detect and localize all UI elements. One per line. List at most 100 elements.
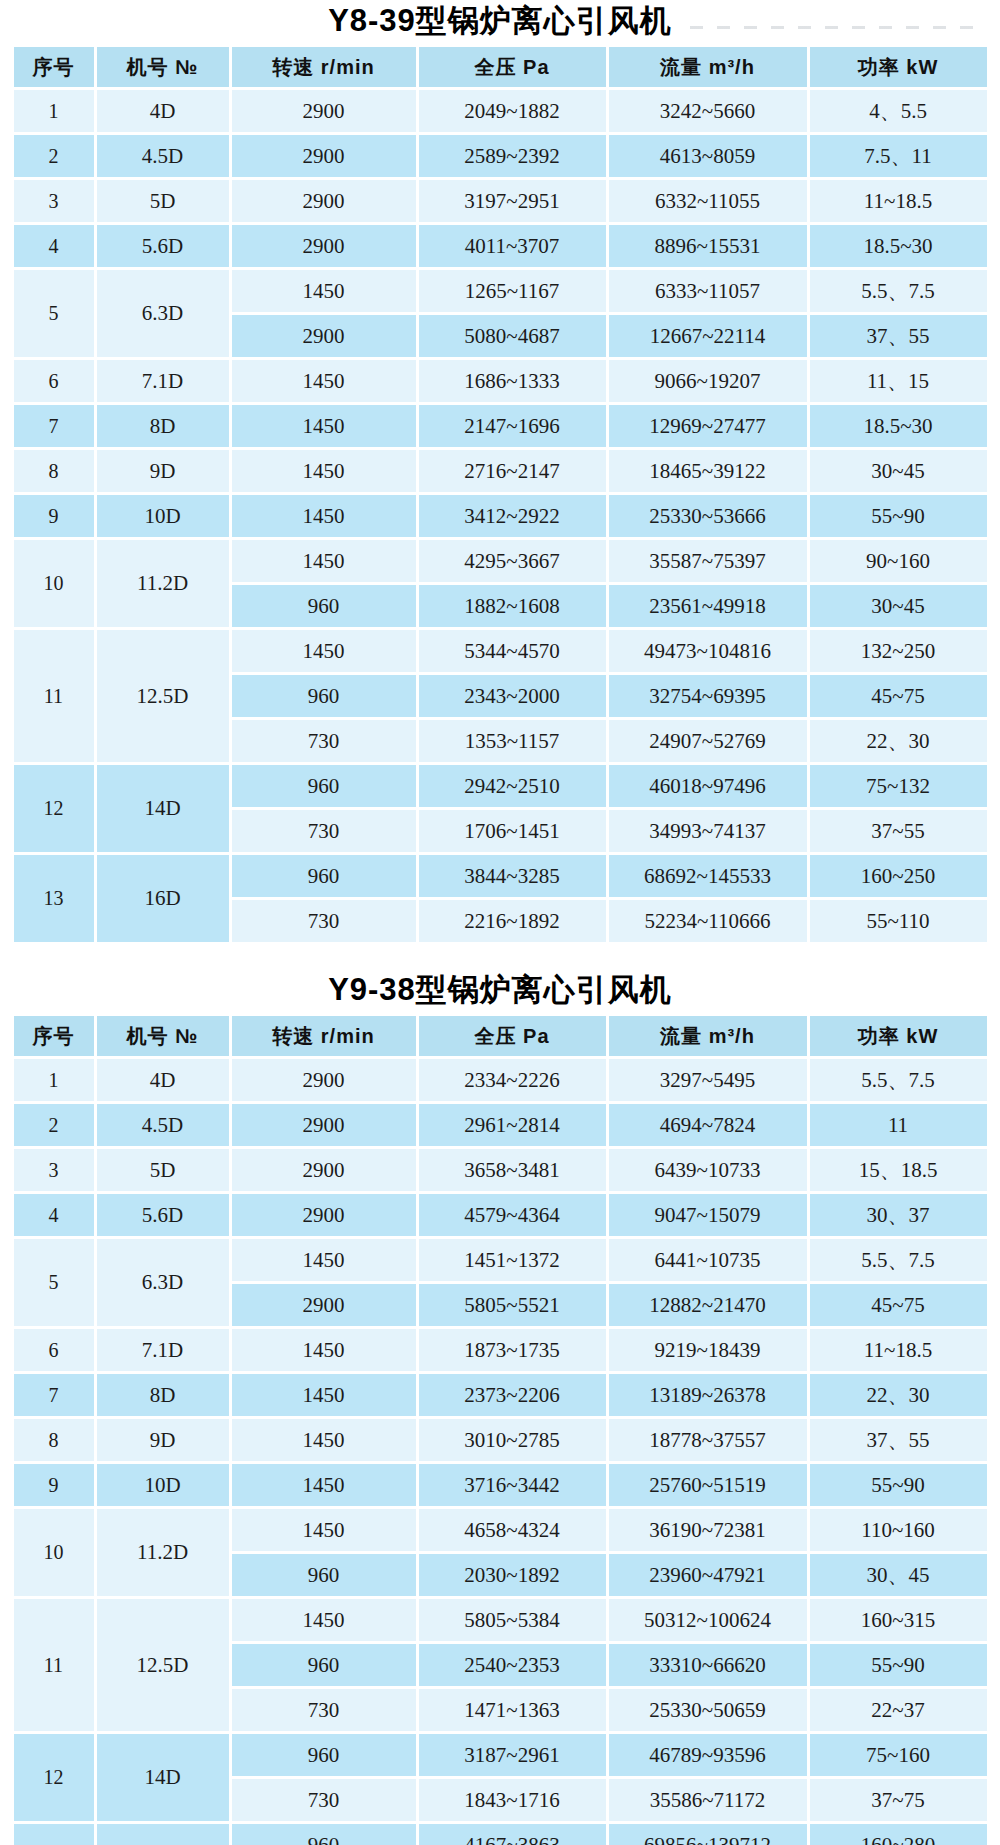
power-cell: 22、30 bbox=[810, 1374, 987, 1416]
pressure-cell: 3187~2961 bbox=[419, 1734, 606, 1776]
speed-cell: 1450 bbox=[232, 1419, 416, 1461]
table-row: 78D14502147~169612969~2747718.5~30 bbox=[14, 405, 987, 447]
seq-cell: 7 bbox=[14, 405, 94, 447]
flow-cell: 4694~7824 bbox=[609, 1104, 807, 1146]
model-cell: 11.2D bbox=[97, 1509, 229, 1596]
flow-cell: 18465~39122 bbox=[609, 450, 807, 492]
title-row: Y9-38型锅炉离心引风机 bbox=[0, 969, 1000, 1013]
table-row: 910D14503716~344225760~5151955~90 bbox=[14, 1464, 987, 1506]
flow-cell: 46018~97496 bbox=[609, 765, 807, 807]
speed-cell: 1450 bbox=[232, 540, 416, 582]
seq-cell: 4 bbox=[14, 1194, 94, 1236]
pressure-cell: 2030~1892 bbox=[419, 1554, 606, 1596]
power-cell: 55~90 bbox=[810, 1644, 987, 1686]
power-cell: 7.5、11 bbox=[810, 135, 987, 177]
power-cell: 5.5、7.5 bbox=[810, 270, 987, 312]
speed-cell: 1450 bbox=[232, 1464, 416, 1506]
speed-cell: 2900 bbox=[232, 1059, 416, 1101]
speed-cell: 960 bbox=[232, 1644, 416, 1686]
table-row: 45.6D29004011~37078896~1553118.5~30 bbox=[14, 225, 987, 267]
seq-cell: 9 bbox=[14, 1464, 94, 1506]
seq-cell: 2 bbox=[14, 135, 94, 177]
power-cell: 30、37 bbox=[810, 1194, 987, 1236]
model-cell: 9D bbox=[97, 1419, 229, 1461]
flow-cell: 52234~110666 bbox=[609, 900, 807, 942]
model-cell: 12.5D bbox=[97, 1599, 229, 1731]
pressure-cell: 5080~4687 bbox=[419, 315, 606, 357]
speed-cell: 960 bbox=[232, 585, 416, 627]
seq-cell: 6 bbox=[14, 360, 94, 402]
table-row: 1112.5D14505805~538450312~100624160~315 bbox=[14, 1599, 987, 1641]
power-cell: 75~132 bbox=[810, 765, 987, 807]
speed-cell: 1450 bbox=[232, 1239, 416, 1281]
table-row: 35D29003658~34816439~1073315、18.5 bbox=[14, 1149, 987, 1191]
fan-spec-table-y9-38: 序号机号 №转速 r/min全压 Pa流量 m³/h功率 kW 14D29002… bbox=[11, 1013, 990, 1845]
flow-cell: 23561~49918 bbox=[609, 585, 807, 627]
seq-cell: 13 bbox=[14, 1824, 94, 1845]
model-cell: 5.6D bbox=[97, 225, 229, 267]
seq-cell: 4 bbox=[14, 225, 94, 267]
header-row: 序号机号 №转速 r/min全压 Pa流量 m³/h功率 kW bbox=[14, 1016, 987, 1056]
table-row: 56.3D14501451~13726441~107355.5、7.5 bbox=[14, 1239, 987, 1281]
seq-cell: 12 bbox=[14, 765, 94, 852]
pressure-cell: 5805~5384 bbox=[419, 1599, 606, 1641]
model-cell: 7.1D bbox=[97, 1329, 229, 1371]
model-cell: 16D bbox=[97, 1824, 229, 1845]
flow-cell: 6441~10735 bbox=[609, 1239, 807, 1281]
model-cell: 4D bbox=[97, 90, 229, 132]
seq-cell: 5 bbox=[14, 270, 94, 357]
power-cell: 55~110 bbox=[810, 900, 987, 942]
flow-cell: 46789~93596 bbox=[609, 1734, 807, 1776]
pressure-cell: 5805~5521 bbox=[419, 1284, 606, 1326]
seq-cell: 7 bbox=[14, 1374, 94, 1416]
pressure-cell: 1471~1363 bbox=[419, 1689, 606, 1731]
power-cell: 160~280 bbox=[810, 1824, 987, 1845]
table-row: 24.5D29002961~28144694~782411 bbox=[14, 1104, 987, 1146]
power-cell: 11~18.5 bbox=[810, 180, 987, 222]
pressure-cell: 2216~1892 bbox=[419, 900, 606, 942]
flow-cell: 25760~51519 bbox=[609, 1464, 807, 1506]
model-cell: 6.3D bbox=[97, 1239, 229, 1326]
flow-cell: 9219~18439 bbox=[609, 1329, 807, 1371]
pressure-cell: 4579~4364 bbox=[419, 1194, 606, 1236]
seq-cell: 9 bbox=[14, 495, 94, 537]
model-cell: 5.6D bbox=[97, 1194, 229, 1236]
table-row: 1112.5D14505344~457049473~104816132~250 bbox=[14, 630, 987, 672]
flow-cell: 34993~74137 bbox=[609, 810, 807, 852]
pressure-cell: 3010~2785 bbox=[419, 1419, 606, 1461]
seq-cell: 10 bbox=[14, 1509, 94, 1596]
speed-cell: 2900 bbox=[232, 135, 416, 177]
seq-cell: 3 bbox=[14, 180, 94, 222]
header-cell-2: 转速 r/min bbox=[232, 1016, 416, 1056]
fan-spec-table-y8-39: 序号机号 №转速 r/min全压 Pa流量 m³/h功率 kW 14D29002… bbox=[11, 44, 990, 945]
power-cell: 37~55 bbox=[810, 810, 987, 852]
flow-cell: 6332~11055 bbox=[609, 180, 807, 222]
power-cell: 30、45 bbox=[810, 1554, 987, 1596]
table-row: 89D14503010~278518778~3755737、55 bbox=[14, 1419, 987, 1461]
power-cell: 55~90 bbox=[810, 1464, 987, 1506]
seq-cell: 8 bbox=[14, 450, 94, 492]
flow-cell: 36190~72381 bbox=[609, 1509, 807, 1551]
flow-cell: 6439~10733 bbox=[609, 1149, 807, 1191]
pressure-cell: 3412~2922 bbox=[419, 495, 606, 537]
power-cell: 15、18.5 bbox=[810, 1149, 987, 1191]
power-cell: 160~315 bbox=[810, 1599, 987, 1641]
flow-cell: 50312~100624 bbox=[609, 1599, 807, 1641]
flow-cell: 35587~75397 bbox=[609, 540, 807, 582]
table-body: 14D29002334~22263297~54955.5、7.524.5D290… bbox=[14, 1059, 987, 1845]
speed-cell: 1450 bbox=[232, 495, 416, 537]
speed-cell: 960 bbox=[232, 675, 416, 717]
pressure-cell: 2716~2147 bbox=[419, 450, 606, 492]
model-cell: 14D bbox=[97, 1734, 229, 1821]
model-cell: 4D bbox=[97, 1059, 229, 1101]
speed-cell: 2900 bbox=[232, 180, 416, 222]
flow-cell: 4613~8059 bbox=[609, 135, 807, 177]
pressure-cell: 3658~3481 bbox=[419, 1149, 606, 1191]
table-title-y9-38: Y9-38型锅炉离心引风机 bbox=[0, 969, 1000, 1013]
model-cell: 4.5D bbox=[97, 1104, 229, 1146]
title-row: Y8-39型锅炉离心引风机 bbox=[0, 0, 1000, 44]
pressure-cell: 2540~2353 bbox=[419, 1644, 606, 1686]
power-cell: 22~37 bbox=[810, 1689, 987, 1731]
speed-cell: 1450 bbox=[232, 1509, 416, 1551]
flow-cell: 18778~37557 bbox=[609, 1419, 807, 1461]
